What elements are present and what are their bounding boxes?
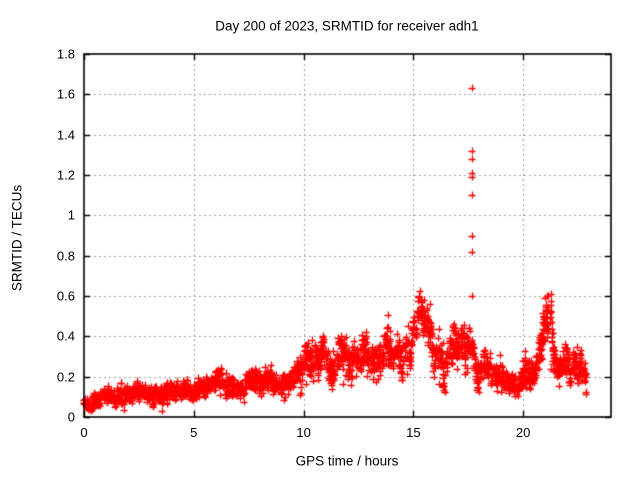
y-axis-title: SRMTID / TECUs bbox=[9, 184, 25, 292]
y-tick-label: 1 bbox=[67, 207, 75, 223]
y-tick-label: 1.4 bbox=[56, 127, 75, 143]
y-tick-label: 1.8 bbox=[56, 46, 75, 62]
chart-title: Day 200 of 2023, SRMTID for receiver adh… bbox=[215, 18, 479, 34]
y-tick-label: 0.8 bbox=[56, 248, 75, 264]
x-tick-label: 15 bbox=[406, 425, 421, 440]
x-tick-label: 20 bbox=[515, 425, 531, 440]
y-tick-label: 1.6 bbox=[56, 86, 75, 102]
y-tick-label: 0.4 bbox=[56, 328, 75, 344]
x-tick-label: 0 bbox=[80, 425, 88, 440]
y-tick-label: 0.2 bbox=[56, 369, 75, 385]
y-tick-label: 0 bbox=[67, 409, 75, 425]
x-tick-label: 10 bbox=[296, 425, 311, 440]
x-axis-title: GPS time / hours bbox=[295, 453, 399, 469]
y-tick-label: 0.6 bbox=[56, 288, 75, 304]
x-tick-label: 5 bbox=[190, 425, 198, 440]
y-tick-label: 1.2 bbox=[56, 167, 75, 183]
